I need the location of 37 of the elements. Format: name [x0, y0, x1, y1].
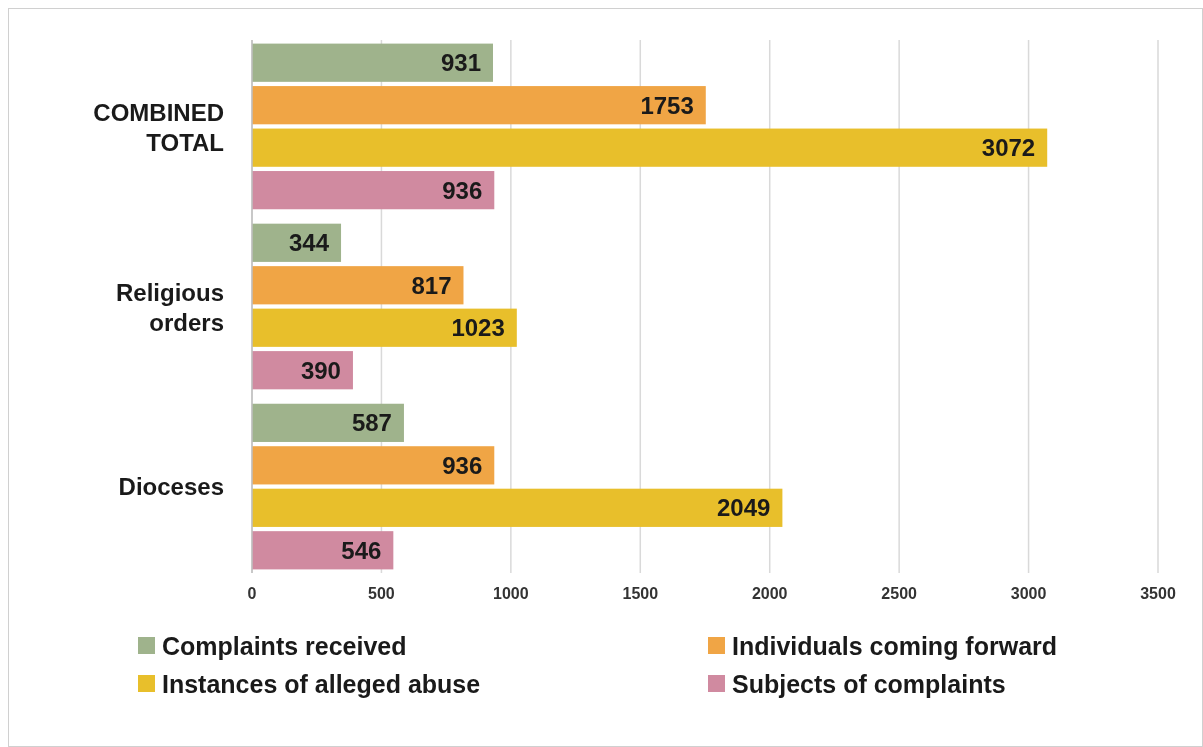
x-tick-label: 1500: [622, 585, 659, 602]
y-tick-label: COMBINED TOTAL: [93, 99, 224, 157]
x-tick-label: 500: [368, 585, 395, 602]
bar: [252, 43, 493, 82]
data-label: 817: [411, 271, 452, 299]
legend-label: Instances of alleged abuse: [162, 670, 481, 698]
data-label: 2049: [717, 494, 771, 522]
bar: [252, 171, 495, 210]
bar: [252, 403, 404, 442]
bar: [252, 488, 783, 527]
data-label: 587: [351, 409, 392, 437]
bar: [252, 86, 706, 125]
y-tick-label: Religious orders: [115, 279, 224, 337]
bar: [252, 446, 495, 485]
legend-label: Individuals coming forward: [732, 632, 1058, 660]
data-label: 390: [300, 356, 341, 384]
bar: [252, 266, 464, 305]
data-label: 1753: [640, 91, 694, 119]
data-label: 1023: [451, 314, 505, 342]
legend-label: Complaints received: [162, 632, 407, 660]
data-label: 936: [442, 451, 483, 479]
x-tick-label: 2500: [881, 585, 918, 602]
data-label: 3072: [981, 134, 1036, 162]
x-tick-label: 2000: [751, 585, 788, 602]
data-label: 936: [442, 176, 483, 204]
bar: [252, 531, 394, 570]
x-tick-label: 0: [247, 585, 257, 602]
legend-label: Subjects of complaints: [732, 670, 1006, 698]
x-tick-label: 1000: [493, 585, 529, 602]
y-tick-label: Dioceses: [118, 473, 224, 501]
x-tick-label: 3500: [1140, 585, 1176, 602]
bar: [252, 308, 517, 347]
data-label: 931: [440, 49, 481, 77]
bar: [252, 128, 1048, 167]
data-label: 546: [341, 536, 382, 564]
x-tick-label: 3000: [1010, 585, 1047, 602]
data-label: 344: [289, 229, 330, 257]
